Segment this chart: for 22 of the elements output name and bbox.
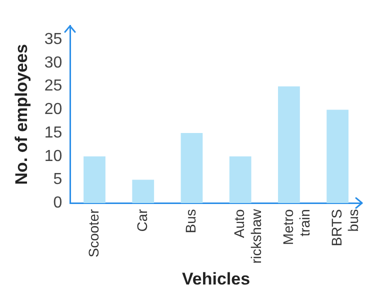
y-tick-label: 15: [44, 124, 62, 142]
y-tick-label: 5: [53, 171, 62, 188]
x-tick-label: Car: [134, 208, 150, 232]
bar: [326, 110, 349, 204]
bar: [180, 133, 203, 204]
x-axis-title: Vehicles: [182, 269, 250, 288]
bar: [132, 180, 154, 204]
x-tick-label: Scooter: [85, 208, 102, 258]
bar: [84, 156, 106, 204]
x-tick-label: BRTS bus: [328, 209, 362, 246]
y-tick-label: 10: [44, 148, 62, 165]
x-tick-label: Metro train: [280, 208, 313, 245]
x-tick-label: Bus: [182, 209, 199, 234]
y-tick-label: 20: [44, 101, 62, 118]
y-axis-title: No. of employees: [12, 44, 31, 185]
bar: [229, 156, 252, 204]
y-tick-label: 30: [44, 54, 62, 72]
x-tick-label: Auto rickshaw: [231, 208, 264, 264]
y-tick-label: 25: [44, 78, 62, 95]
y-tick-label: 35: [44, 31, 62, 48]
bar: [278, 86, 300, 204]
y-tick-label: 0: [53, 194, 62, 212]
